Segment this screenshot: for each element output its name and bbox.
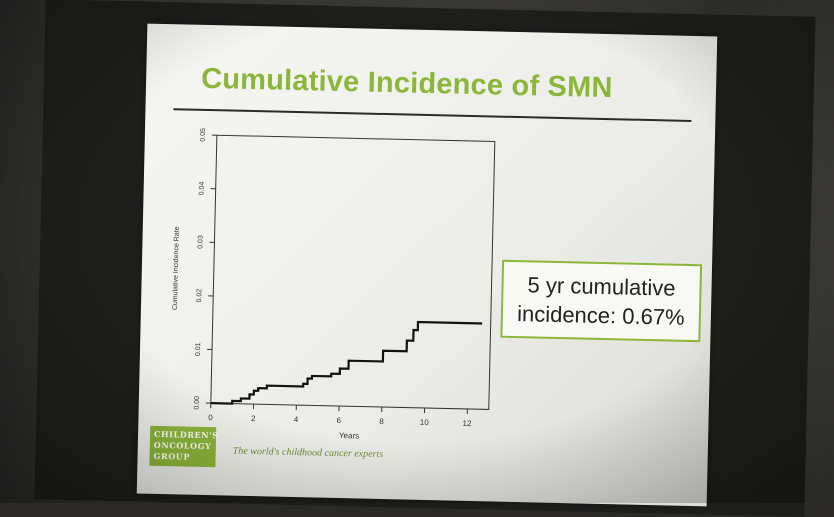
projected-slide: Cumulative Incidence of SMN 0 2 4 6 8 10 12 0.0… [137, 24, 718, 507]
y-tick-label: 0.04 [199, 181, 206, 195]
plot-frame [211, 135, 495, 409]
y-tick-label: 0.01 [195, 342, 202, 356]
y-axis-label: Cumulative Incidence Rate [172, 226, 181, 310]
x-tick-label: 8 [379, 417, 384, 426]
logo-line-3: GROUP [153, 451, 211, 463]
callout-line-1: 5 yr cumulative [527, 270, 676, 302]
y-tick-label: 0.03 [197, 235, 204, 249]
incidence-step-line [211, 317, 482, 409]
plot-svg: 0 2 4 6 8 10 12 0.00 0.01 0.02 0.03 0.04 0.05 Years Cu… [158, 122, 505, 460]
callout-line-2: incidence: 0.67% [517, 299, 685, 332]
x-tick-label: 10 [420, 418, 430, 427]
tagline: The world's childhood cancer experts [233, 446, 384, 460]
y-tick-label: 0.00 [194, 396, 201, 410]
y-tick-label: 0.05 [200, 128, 207, 142]
title-underline [173, 108, 691, 122]
cumulative-incidence-plot: 0 2 4 6 8 10 12 0.00 0.01 0.02 0.03 0.04 0.05 Years Cu… [158, 122, 505, 460]
x-tick-label: 12 [462, 419, 472, 428]
x-tick-label: 0 [208, 413, 213, 422]
x-tick-label: 4 [294, 415, 299, 424]
y-tick-label: 0.02 [196, 289, 203, 303]
x-tick-label: 2 [251, 414, 256, 423]
x-tick-label: 6 [336, 416, 341, 425]
cog-logo: CHILDREN'S ONCOLOGY GROUP [149, 426, 216, 467]
x-axis-label: Years [339, 431, 359, 440]
five-year-incidence-callout: 5 yr cumulative incidence: 0.67% [500, 260, 702, 343]
slide-title: Cumulative Incidence of SMN [201, 63, 613, 105]
